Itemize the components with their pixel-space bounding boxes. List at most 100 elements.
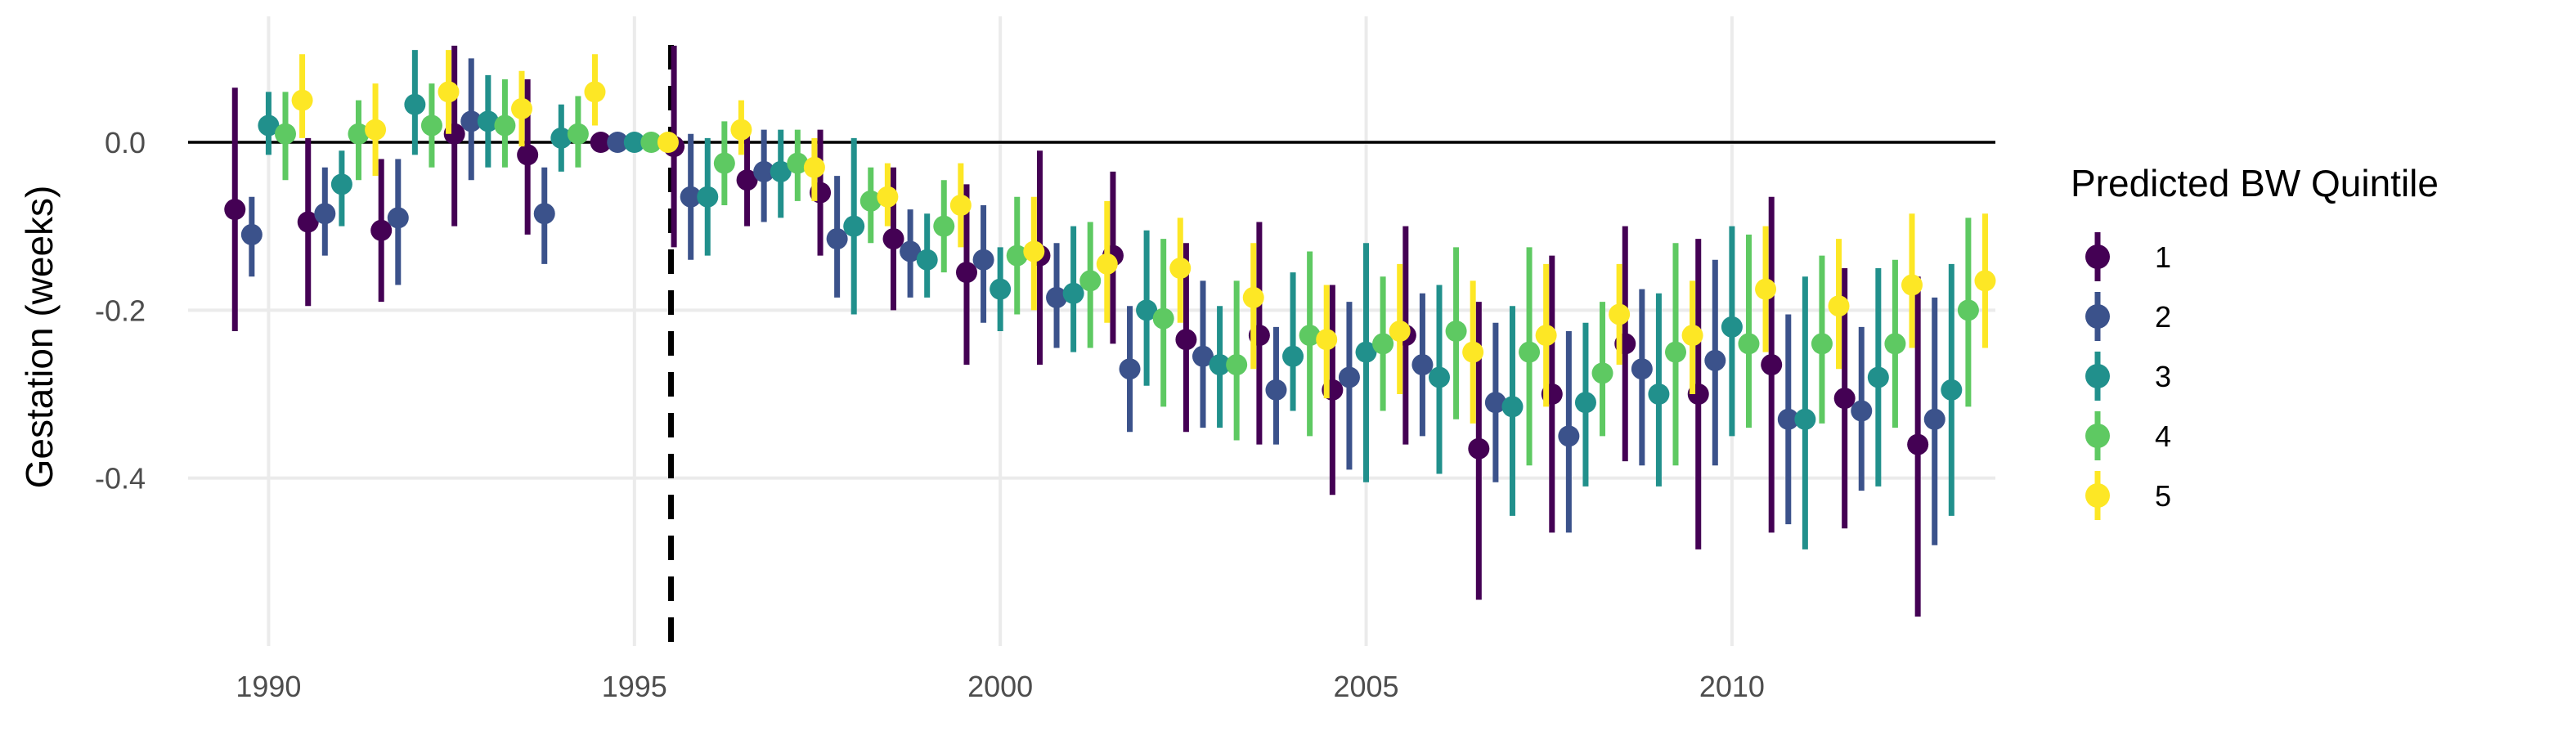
x-tick-label: 1995	[602, 670, 667, 703]
data-point	[623, 132, 645, 153]
data-layer	[224, 45, 1996, 617]
data-point	[1867, 366, 1889, 388]
data-point	[517, 144, 539, 166]
data-point	[477, 110, 499, 132]
data-point	[1721, 316, 1743, 338]
data-point	[826, 228, 848, 250]
data-point	[1811, 333, 1833, 355]
legend-key-point	[2085, 304, 2110, 329]
data-point	[438, 81, 460, 103]
data-point	[1558, 425, 1580, 447]
data-point	[297, 211, 319, 233]
data-point	[680, 186, 702, 208]
data-point	[1242, 286, 1264, 308]
series-3	[258, 50, 1963, 549]
data-point	[753, 160, 775, 182]
data-point	[291, 89, 313, 111]
data-point	[859, 190, 882, 212]
data-point	[1794, 408, 1816, 430]
data-point	[1136, 299, 1158, 321]
data-point	[1355, 341, 1377, 363]
y-axis-title: Gestation (weeks)	[18, 186, 61, 489]
data-point	[1169, 258, 1192, 279]
data-point	[1738, 333, 1760, 355]
data-point	[933, 215, 955, 237]
data-point	[1851, 400, 1873, 422]
series-2	[240, 58, 1945, 545]
data-point	[1023, 240, 1045, 262]
legend-items: 1 2 3 4 5	[2085, 232, 2171, 520]
data-point	[1777, 408, 1799, 430]
data-point	[1338, 366, 1360, 388]
data-point	[460, 110, 482, 132]
data-point	[949, 195, 972, 216]
data-point	[972, 249, 994, 271]
data-point	[494, 114, 516, 137]
data-point	[1609, 303, 1631, 325]
legend: Predicted BW Quintile 1 2 3 4 5	[2071, 162, 2439, 520]
data-point	[387, 207, 409, 229]
legend-item-5: 5	[2085, 471, 2171, 520]
data-point	[1884, 333, 1906, 355]
data-point	[1079, 270, 1102, 292]
data-point	[224, 199, 246, 221]
legend-label: 2	[2155, 300, 2171, 334]
data-point	[1316, 329, 1338, 351]
data-point	[275, 123, 296, 145]
series-5	[291, 50, 1996, 424]
data-point	[1941, 379, 1963, 401]
data-point	[314, 203, 336, 225]
data-point	[956, 262, 977, 284]
data-point	[1192, 345, 1214, 367]
data-point	[590, 132, 612, 153]
data-point	[1574, 392, 1596, 414]
data-point	[567, 123, 589, 145]
data-point	[1648, 383, 1670, 405]
data-point	[1681, 325, 1703, 347]
data-point	[1665, 341, 1686, 363]
data-point	[1501, 396, 1524, 418]
data-point	[1591, 362, 1613, 384]
data-point	[1372, 333, 1394, 355]
data-point	[1828, 295, 1850, 317]
data-point	[550, 127, 572, 149]
data-point	[640, 132, 662, 153]
legend-label: 1	[2155, 240, 2171, 274]
data-point	[240, 223, 263, 245]
x-tick-label: 1990	[236, 670, 301, 703]
legend-key-point	[2085, 364, 2110, 388]
data-point	[1282, 345, 1304, 367]
data-point	[713, 152, 735, 174]
data-point	[1152, 307, 1174, 330]
data-point	[1175, 329, 1197, 351]
series-4	[275, 79, 1979, 466]
data-point	[770, 160, 792, 182]
x-tick-label: 2000	[967, 670, 1033, 703]
legend-label: 3	[2155, 360, 2171, 393]
data-point	[730, 119, 752, 141]
legend-title: Predicted BW Quintile	[2071, 162, 2439, 204]
legend-key-point	[2085, 483, 2110, 508]
data-point	[1119, 358, 1141, 380]
data-point	[365, 119, 387, 141]
data-point	[370, 219, 393, 241]
y-tick-label: 0.0	[105, 126, 146, 159]
data-point	[697, 186, 719, 208]
data-point	[657, 132, 679, 153]
data-point	[1429, 366, 1450, 388]
data-point	[1704, 349, 1726, 371]
data-point	[787, 152, 809, 174]
legend-item-2: 2	[2085, 292, 2171, 341]
data-point	[258, 114, 280, 137]
data-point	[420, 114, 442, 137]
data-point	[584, 81, 606, 103]
data-point	[1631, 358, 1653, 380]
legend-label: 4	[2155, 419, 2171, 453]
data-point	[843, 215, 865, 237]
data-point	[1519, 341, 1541, 363]
x-tick-label: 2010	[1699, 670, 1765, 703]
data-point	[990, 278, 1012, 300]
data-point	[1468, 437, 1490, 460]
x-tick-label: 2005	[1333, 670, 1398, 703]
data-point	[1046, 286, 1068, 308]
